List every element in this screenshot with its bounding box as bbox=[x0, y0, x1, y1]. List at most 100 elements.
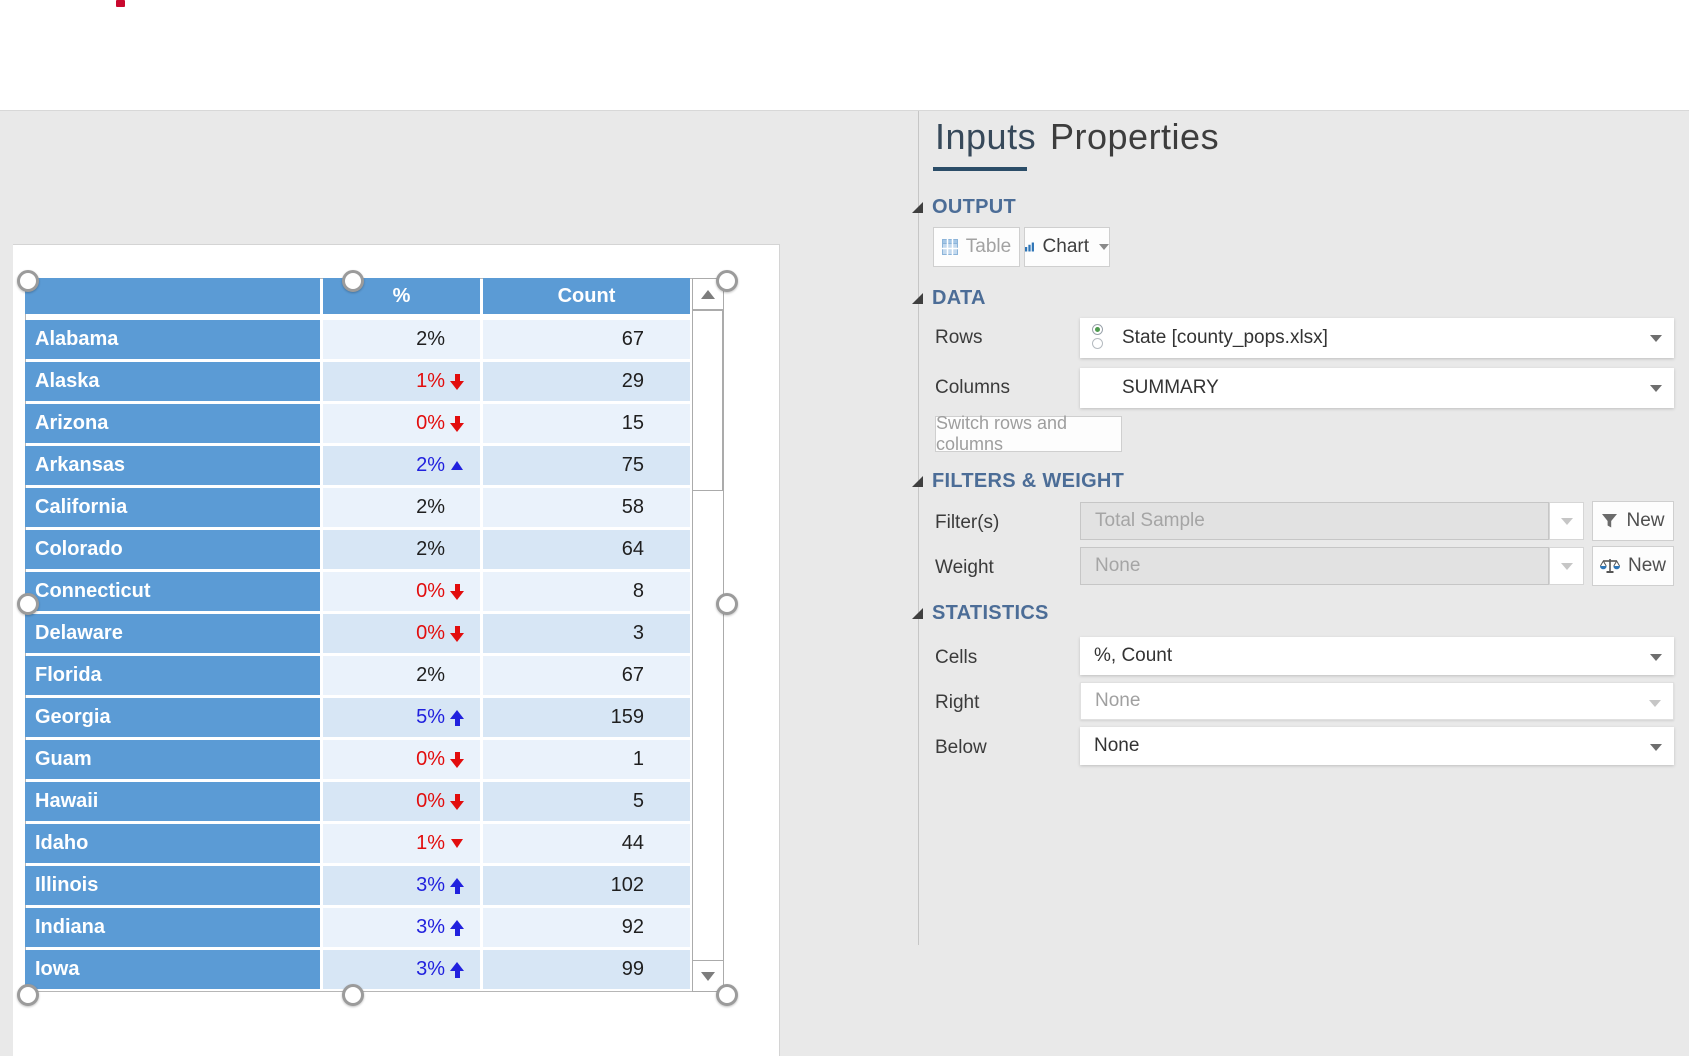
filters-dropdown-caret-button[interactable] bbox=[1549, 502, 1584, 540]
scrollbar-thumb[interactable] bbox=[692, 310, 723, 491]
state-cell[interactable]: Arkansas bbox=[25, 446, 320, 485]
percent-cell[interactable]: 3% bbox=[323, 908, 480, 947]
table-row[interactable]: Iowa 3% 99 bbox=[25, 950, 690, 989]
table-row[interactable]: Alabama 2% 67 bbox=[25, 320, 690, 359]
resize-handle-top-left[interactable] bbox=[17, 270, 39, 292]
percent-cell[interactable]: 1% bbox=[323, 824, 480, 863]
percent-cell[interactable]: 0% bbox=[323, 740, 480, 779]
state-cell[interactable]: Connecticut bbox=[25, 572, 320, 611]
filters-dropdown[interactable]: Total Sample bbox=[1080, 502, 1549, 540]
table-row[interactable]: Delaware 0% 3 bbox=[25, 614, 690, 653]
percent-cell[interactable]: 0% bbox=[323, 572, 480, 611]
percent-cell[interactable]: 2% bbox=[323, 530, 480, 569]
section-header-filters-weight[interactable]: FILTERS & WEIGHT bbox=[912, 470, 1124, 493]
rows-dropdown[interactable]: State [county_pops.xlsx] bbox=[1080, 318, 1674, 358]
state-cell[interactable]: Idaho bbox=[25, 824, 320, 863]
table-row[interactable]: Florida 2% 67 bbox=[25, 656, 690, 695]
state-cell[interactable]: Alaska bbox=[25, 362, 320, 401]
table-row[interactable]: Connecticut 0% 8 bbox=[25, 572, 690, 611]
state-cell[interactable]: Colorado bbox=[25, 530, 320, 569]
state-cell[interactable]: Arizona bbox=[25, 404, 320, 443]
resize-handle-bottom-middle[interactable] bbox=[342, 984, 364, 1006]
switch-rows-columns-button[interactable]: Switch rows and columns bbox=[935, 413, 1122, 454]
state-cell[interactable]: Indiana bbox=[25, 908, 320, 947]
percent-cell[interactable]: 5% bbox=[323, 698, 480, 737]
count-cell[interactable]: 8 bbox=[483, 572, 690, 611]
resize-handle-top-right[interactable] bbox=[716, 270, 738, 292]
state-cell[interactable]: Florida bbox=[25, 656, 320, 695]
resize-handle-bottom-left[interactable] bbox=[17, 984, 39, 1006]
count-cell[interactable]: 67 bbox=[483, 320, 690, 359]
tab-inputs[interactable]: Inputs bbox=[935, 116, 1037, 157]
table-row[interactable]: Alaska 1% 29 bbox=[25, 362, 690, 401]
count-cell[interactable]: 99 bbox=[483, 950, 690, 989]
percent-cell[interactable]: 0% bbox=[323, 404, 480, 443]
percent-cell[interactable]: 2% bbox=[323, 488, 480, 527]
resize-handle-middle-left[interactable] bbox=[17, 593, 39, 615]
section-header-output[interactable]: OUTPUT bbox=[912, 196, 1016, 219]
right-dropdown[interactable]: None bbox=[1080, 682, 1674, 720]
percent-cell[interactable]: 2% bbox=[323, 446, 480, 485]
section-header-data[interactable]: DATA bbox=[912, 287, 986, 310]
count-cell[interactable]: 75 bbox=[483, 446, 690, 485]
state-cell[interactable]: Georgia bbox=[25, 698, 320, 737]
state-cell[interactable]: Illinois bbox=[25, 866, 320, 905]
report-page[interactable]: % Count Alabama 2% 67 Alaska 1% 29 Arizona 0% 15… bbox=[13, 244, 780, 1056]
columns-dropdown[interactable]: SUMMARY bbox=[1080, 368, 1674, 408]
output-chart-button[interactable]: Chart bbox=[1024, 227, 1110, 267]
output-table-button[interactable]: Table bbox=[933, 227, 1020, 267]
dropdown-caret-icon[interactable] bbox=[1650, 335, 1662, 342]
state-cell[interactable]: Iowa bbox=[25, 950, 320, 989]
section-header-statistics[interactable]: STATISTICS bbox=[912, 602, 1049, 625]
count-header-cell[interactable]: Count bbox=[483, 278, 690, 314]
count-cell[interactable]: 29 bbox=[483, 362, 690, 401]
percent-cell[interactable]: 3% bbox=[323, 950, 480, 989]
count-cell[interactable]: 15 bbox=[483, 404, 690, 443]
dropdown-caret-icon[interactable] bbox=[1650, 654, 1662, 661]
table-row[interactable]: Arizona 0% 15 bbox=[25, 404, 690, 443]
row-label-header-cell[interactable] bbox=[25, 278, 320, 314]
count-cell[interactable]: 44 bbox=[483, 824, 690, 863]
percent-cell[interactable]: 2% bbox=[323, 320, 480, 359]
count-cell[interactable]: 102 bbox=[483, 866, 690, 905]
count-cell[interactable]: 5 bbox=[483, 782, 690, 821]
table-scrollbar[interactable] bbox=[692, 278, 724, 992]
percent-cell[interactable]: 0% bbox=[323, 614, 480, 653]
percent-cell[interactable]: 3% bbox=[323, 866, 480, 905]
count-cell[interactable]: 3 bbox=[483, 614, 690, 653]
state-cell[interactable]: Guam bbox=[25, 740, 320, 779]
table-row[interactable]: Indiana 3% 92 bbox=[25, 908, 690, 947]
table-row[interactable]: Colorado 2% 64 bbox=[25, 530, 690, 569]
percent-cell[interactable]: 1% bbox=[323, 362, 480, 401]
new-weight-button[interactable]: New bbox=[1592, 546, 1674, 586]
resize-handle-bottom-right[interactable] bbox=[716, 984, 738, 1006]
state-cell[interactable]: California bbox=[25, 488, 320, 527]
dropdown-caret-icon[interactable] bbox=[1649, 700, 1661, 707]
table-row[interactable]: Hawaii 0% 5 bbox=[25, 782, 690, 821]
count-cell[interactable]: 67 bbox=[483, 656, 690, 695]
table-row[interactable]: Idaho 1% 44 bbox=[25, 824, 690, 863]
table-row[interactable]: California 2% 58 bbox=[25, 488, 690, 527]
table-row[interactable]: Illinois 3% 102 bbox=[25, 866, 690, 905]
resize-handle-middle-right[interactable] bbox=[716, 593, 738, 615]
cells-dropdown[interactable]: %, Count bbox=[1080, 637, 1674, 675]
resize-handle-top-middle[interactable] bbox=[342, 270, 364, 292]
below-dropdown[interactable]: None bbox=[1080, 727, 1674, 765]
dropdown-caret-icon[interactable] bbox=[1650, 744, 1662, 751]
count-cell[interactable]: 159 bbox=[483, 698, 690, 737]
weight-dropdown[interactable]: None bbox=[1080, 547, 1549, 585]
table-row[interactable]: Guam 0% 1 bbox=[25, 740, 690, 779]
new-filter-button[interactable]: New bbox=[1592, 501, 1674, 541]
percent-cell[interactable]: 0% bbox=[323, 782, 480, 821]
weight-dropdown-caret-button[interactable] bbox=[1549, 547, 1584, 585]
state-cell[interactable]: Hawaii bbox=[25, 782, 320, 821]
count-cell[interactable]: 1 bbox=[483, 740, 690, 779]
count-cell[interactable]: 58 bbox=[483, 488, 690, 527]
count-cell[interactable]: 92 bbox=[483, 908, 690, 947]
table-row[interactable]: Arkansas 2% 75 bbox=[25, 446, 690, 485]
state-cell[interactable]: Alabama bbox=[25, 320, 320, 359]
tab-properties[interactable]: Properties bbox=[1050, 116, 1220, 157]
dropdown-caret-icon[interactable] bbox=[1650, 385, 1662, 392]
count-cell[interactable]: 64 bbox=[483, 530, 690, 569]
table-row[interactable]: Georgia 5% 159 bbox=[25, 698, 690, 737]
